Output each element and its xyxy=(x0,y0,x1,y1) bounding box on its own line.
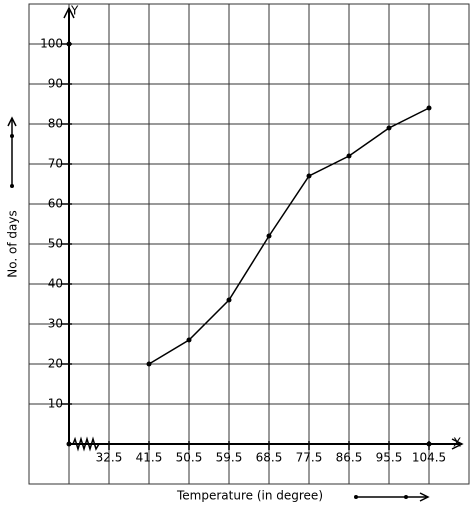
x-tick-label: 59.5 xyxy=(216,451,243,465)
arrow-dot xyxy=(354,495,358,499)
origin-dot xyxy=(66,441,72,447)
y-tick-label: 90 xyxy=(48,77,63,91)
y-tick-label: 100 xyxy=(40,37,63,51)
x-tick-label: 68.5 xyxy=(256,451,283,465)
arrow-dot xyxy=(404,495,408,499)
x-tick-label: 41.5 xyxy=(136,451,163,465)
y-tick-label: 10 xyxy=(48,397,63,411)
x-tick-label: 104.5 xyxy=(412,451,446,465)
y-tick-label: 50 xyxy=(48,237,63,251)
y-tick-label: 40 xyxy=(48,277,63,291)
y-tick-label: 80 xyxy=(48,117,63,131)
y-tick-label: 70 xyxy=(48,157,63,171)
point xyxy=(186,337,192,343)
x-axis-label: Temperature (in degree) xyxy=(176,489,323,503)
point xyxy=(306,173,312,179)
y-tick-label: 60 xyxy=(48,197,63,211)
y-tick-label: 20 xyxy=(48,357,63,371)
line xyxy=(148,107,430,365)
point xyxy=(386,125,392,131)
arrow-dot xyxy=(10,134,14,138)
y-tick-label: 30 xyxy=(48,317,63,331)
y-axis-label: No. of days xyxy=(6,210,20,277)
y-arrow xyxy=(63,6,75,19)
point xyxy=(426,105,432,111)
point xyxy=(266,233,272,239)
x-tick-label: 32.5 xyxy=(96,451,123,465)
x-tick-label: 86.5 xyxy=(336,451,363,465)
x-axis-name: X xyxy=(453,436,461,450)
x-tick-label: 50.5 xyxy=(176,451,203,465)
x-label-arrow-head xyxy=(419,492,430,502)
arrow-dot xyxy=(10,184,14,188)
x-tick-label: 95.5 xyxy=(376,451,403,465)
axis-break xyxy=(72,436,100,452)
y-label-arrow-head xyxy=(7,116,17,127)
point xyxy=(226,297,232,303)
x-arrow xyxy=(451,438,464,450)
y-axis-name: Y xyxy=(70,4,79,18)
point xyxy=(346,153,352,159)
x-tick-label: 77.5 xyxy=(296,451,323,465)
point xyxy=(146,361,152,367)
